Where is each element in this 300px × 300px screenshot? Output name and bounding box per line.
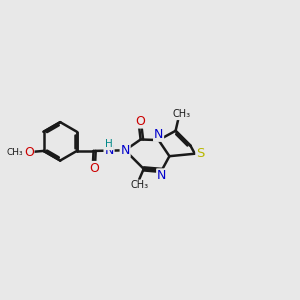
Text: CH₃: CH₃: [130, 180, 148, 190]
Text: CH₃: CH₃: [6, 148, 23, 157]
Text: N: N: [157, 169, 166, 182]
Text: H: H: [105, 140, 113, 149]
Text: CH₃: CH₃: [172, 110, 190, 119]
Text: O: O: [135, 115, 145, 128]
Text: O: O: [89, 162, 99, 175]
Text: N: N: [154, 128, 163, 141]
Text: S: S: [196, 147, 205, 160]
Text: N: N: [120, 144, 130, 157]
Text: O: O: [24, 146, 34, 159]
Text: N: N: [104, 144, 114, 157]
